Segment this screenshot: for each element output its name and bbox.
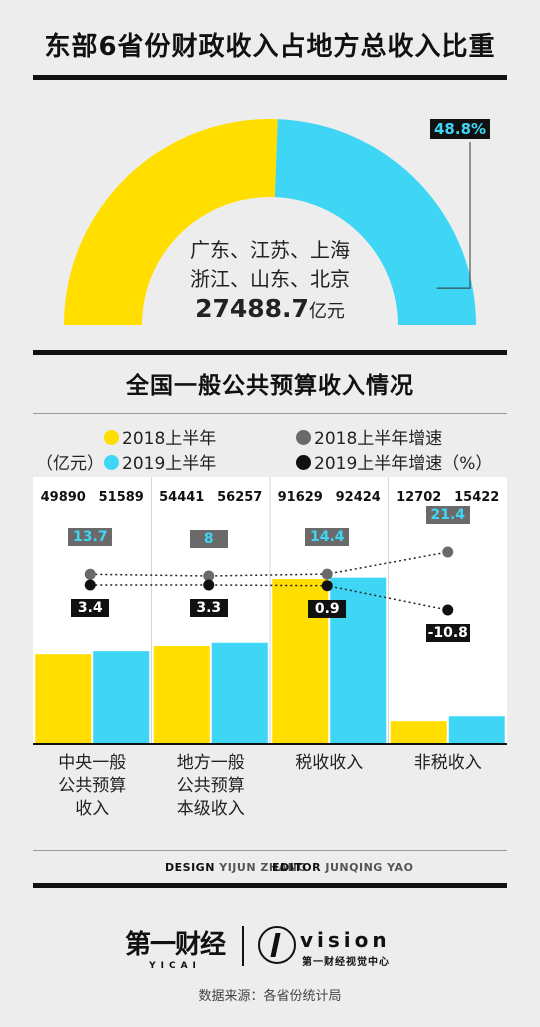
editor-credit: EDITOR JUNQING YAO <box>272 861 413 874</box>
category-label-line: 非税收入 <box>413 753 482 773</box>
legend-unit: （亿元） <box>36 454 104 474</box>
growth-point-2018 <box>321 568 333 580</box>
category-label: 中央一般公共预算收入 <box>37 752 147 821</box>
bar-2019 <box>448 716 505 744</box>
vision-logo-text: vision <box>300 928 391 952</box>
category-label-line: 公共预算 <box>58 776 127 796</box>
donut-text: 广东、江苏、上海 浙江、山东、北京 27488.7亿元 <box>130 234 410 323</box>
category-label-line: 地方一般 <box>176 753 245 773</box>
vision-one-glyph <box>270 933 281 957</box>
legend-label: 2019上半年 <box>122 454 217 474</box>
arc-east6 <box>274 119 476 326</box>
design-credit: DESIGN YIJUN ZHANG <box>165 861 307 874</box>
legend-dot-2019 <box>104 455 119 470</box>
donut-line2: 浙江、山东、北京 <box>190 267 350 291</box>
vision-logo-sub: 第一财经视觉中心 <box>302 957 390 968</box>
bar-2019 <box>211 642 268 744</box>
legend-2018: 2018上半年 <box>104 424 216 449</box>
bar-2018 <box>272 579 329 744</box>
divider <box>33 350 507 355</box>
bar-2018 <box>35 654 92 744</box>
category-label-line: 收入 <box>75 799 110 819</box>
vision-circle-icon <box>258 926 296 964</box>
growth-point-2018 <box>203 570 215 582</box>
growth-point-2019 <box>84 579 96 591</box>
donut-unit: 亿元 <box>308 301 345 322</box>
logo-divider <box>242 926 244 966</box>
growth-point-2018 <box>442 546 454 558</box>
growth-line-2019 <box>90 584 448 611</box>
design-name: YIJUN ZHANG <box>219 861 307 874</box>
chart-title: 全国一般公共预算收入情况 <box>126 373 414 399</box>
yicai-logo-en: YICAI <box>149 961 201 971</box>
divider <box>33 850 507 851</box>
share-label: 48.8% <box>430 119 491 139</box>
legend-label: 2019上半年增速（%） <box>314 454 493 474</box>
share-semicircle <box>64 118 476 326</box>
legend-label: 2018上半年增速 <box>314 429 443 449</box>
divider <box>33 883 507 888</box>
legend-label: 2018上半年 <box>122 429 217 449</box>
share-leader-line <box>436 142 471 289</box>
legend-dot-growth-2019 <box>296 455 311 470</box>
category-label-line: 税收收入 <box>295 753 364 773</box>
yicai-logo: 第一财经 YICAI <box>125 924 226 971</box>
legend-dot-2018 <box>104 430 119 445</box>
donut-line1: 广东、江苏、上海 <box>190 238 350 262</box>
editor-name: JUNQING YAO <box>325 861 414 874</box>
page-title: 东部6省份财政收入占地方总收入比重 <box>44 32 496 62</box>
legend-growth-2018: 2018上半年增速 <box>296 424 442 449</box>
donut-total: 27488.7 <box>195 294 309 323</box>
data-source: 数据来源：各省份统计局 <box>198 989 342 1004</box>
growth-point-2018 <box>84 568 96 580</box>
category-label-line: 本级收入 <box>176 799 245 819</box>
bar-2018 <box>390 721 447 744</box>
bar-2019 <box>330 577 387 744</box>
donut-total-row: 27488.7亿元 <box>130 294 410 323</box>
legend-dot-growth-2018 <box>296 430 311 445</box>
bar-chart <box>33 477 507 745</box>
divider <box>33 75 507 80</box>
bar-2018 <box>153 646 210 744</box>
legend-growth-2019: 2019上半年增速（%） <box>296 449 492 474</box>
yicai-logo-cn: 第一财经 <box>125 930 226 960</box>
growth-point-2019 <box>321 580 333 592</box>
editor-label: EDITOR <box>272 861 322 874</box>
design-label: DESIGN <box>165 861 215 874</box>
category-label-line: 中央一般 <box>58 753 127 773</box>
divider <box>33 413 507 414</box>
category-label: 地方一般公共预算本级收入 <box>156 752 266 821</box>
legend-2019: 2019上半年 <box>104 449 216 474</box>
category-label-line: 公共预算 <box>176 776 245 796</box>
growth-point-2019 <box>203 579 215 591</box>
category-label: 税收收入 <box>274 752 384 775</box>
arc-others <box>64 118 278 325</box>
bar-2019 <box>93 651 150 744</box>
category-label: 非税收入 <box>393 752 503 775</box>
growth-line-2018 <box>90 551 448 577</box>
growth-point-2019 <box>442 604 454 616</box>
